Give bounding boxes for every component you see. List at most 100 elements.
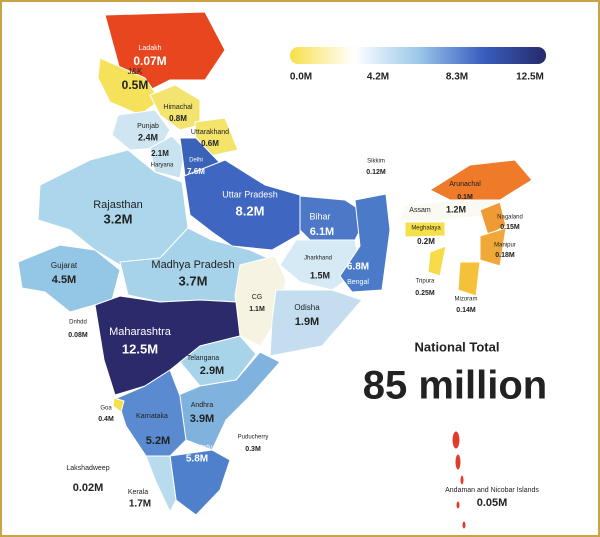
region-value: 1.5M (310, 270, 330, 280)
regions (17, 11, 533, 530)
region (183, 159, 301, 251)
region-name: Goa (100, 406, 112, 412)
region-value: 6.1M (310, 226, 334, 238)
region (269, 289, 363, 357)
region-name: Punjab (137, 123, 159, 130)
region-value: 4.5M (52, 274, 76, 286)
region-value: 7.6M (187, 167, 205, 176)
region (339, 193, 391, 293)
region-value: 0.05M (477, 497, 508, 509)
region-name: Odisha (294, 303, 320, 312)
region-value: 0.2M (417, 237, 435, 246)
region-name: Maharashtra (109, 326, 172, 338)
region (479, 201, 507, 236)
region-name: Tamil Nadu (182, 445, 212, 451)
region-value: 3.7M (179, 273, 208, 288)
total-label: National Total (415, 339, 500, 354)
island (454, 453, 462, 471)
region-name: Tripura (416, 279, 435, 285)
region (427, 245, 447, 277)
region-name: J&K (128, 67, 143, 76)
region-value: 0.07M (133, 54, 166, 68)
region-name: Gujarat (51, 261, 78, 270)
region-value: 0.3M (245, 446, 261, 453)
region-value: 0.08M (68, 332, 88, 339)
region-name: Rajasthan (93, 199, 143, 211)
region-name: Andaman and Nicobar Islands (445, 487, 539, 494)
region (479, 227, 507, 267)
region-value: 2.1M (151, 149, 169, 158)
region (457, 261, 481, 297)
region-value: 2.4M (138, 132, 158, 142)
region-value: 2.9M (200, 365, 224, 377)
region-name: Bengal (347, 279, 369, 286)
region (194, 117, 239, 157)
region-value: 0.5M (122, 78, 149, 92)
region-name: Uttar Pradesh (222, 189, 278, 199)
region-name: CG (252, 294, 263, 301)
region-name: Assam (409, 207, 431, 214)
region-value: 6.8M (347, 262, 369, 273)
island (459, 474, 465, 486)
region (404, 221, 446, 238)
region-name: Lakshadweep (66, 465, 109, 472)
total-value: 85 million (363, 364, 548, 408)
scale-tick-label: 0.0M (290, 72, 312, 83)
region-value: 0.6M (201, 139, 219, 148)
region-value: 0.1M (457, 194, 473, 201)
region (149, 135, 186, 179)
region-name: Dnhdd (69, 320, 87, 326)
region-name: Haryana (151, 163, 174, 169)
region-value: 1.1M (249, 306, 265, 313)
region-name: Himachal (163, 104, 193, 111)
region-name: Mizoram (454, 297, 477, 303)
region (399, 199, 501, 223)
region-value: 5.2M (146, 435, 170, 447)
scale-tick-label: 8.3M (446, 72, 468, 83)
color-scale (290, 47, 546, 64)
region-value: 0.18M (495, 252, 515, 259)
region-name: Puducherry (238, 435, 269, 441)
region-name: Andhra (191, 402, 214, 409)
region-value: 1.9M (295, 316, 319, 328)
island (461, 520, 467, 530)
region-value: 0.4M (98, 416, 114, 423)
region-value: 1.2M (446, 204, 466, 214)
region-value: 0.25M (415, 290, 435, 297)
region-value: 1.7M (129, 499, 151, 510)
region-name: Sikkim (367, 159, 385, 165)
region-name: Delhi (189, 158, 203, 164)
region-name: Madhya Pradesh (151, 259, 234, 271)
region (112, 397, 125, 413)
region-name: Karnataka (136, 413, 168, 420)
region-name: Uttarakhand (191, 129, 229, 136)
region-value: 8.2M (236, 203, 265, 218)
region-value: 0.14M (456, 307, 476, 314)
region-name: Kerala (128, 489, 148, 496)
region-value: 5.8M (186, 454, 208, 465)
region-name: Telangana (187, 355, 219, 362)
region-value: 12.5M (122, 341, 158, 356)
region-value: 0.8M (169, 114, 187, 123)
region-name: Jharkhand (304, 256, 332, 262)
region-value: 0.02M (73, 482, 104, 494)
scale-tick-label: 4.2M (367, 72, 389, 83)
region-name: Manipur (494, 243, 516, 249)
region-value: 3.2M (104, 211, 133, 226)
region-name: Bihar (309, 211, 330, 221)
region-name: Nagaland (497, 215, 523, 221)
region (145, 455, 177, 513)
region-value: 0.15M (500, 224, 520, 231)
region-name: Arunachal (449, 181, 481, 188)
scale-tick-label: 12.5M (516, 72, 544, 83)
island (451, 430, 461, 450)
region-value: 0.12M (366, 169, 386, 176)
region (116, 369, 187, 457)
region (175, 351, 281, 451)
region-name: Ladakh (139, 45, 162, 52)
region-value: 3.9M (190, 413, 214, 425)
region-name: Meghalaya (411, 226, 441, 232)
island (455, 500, 461, 510)
